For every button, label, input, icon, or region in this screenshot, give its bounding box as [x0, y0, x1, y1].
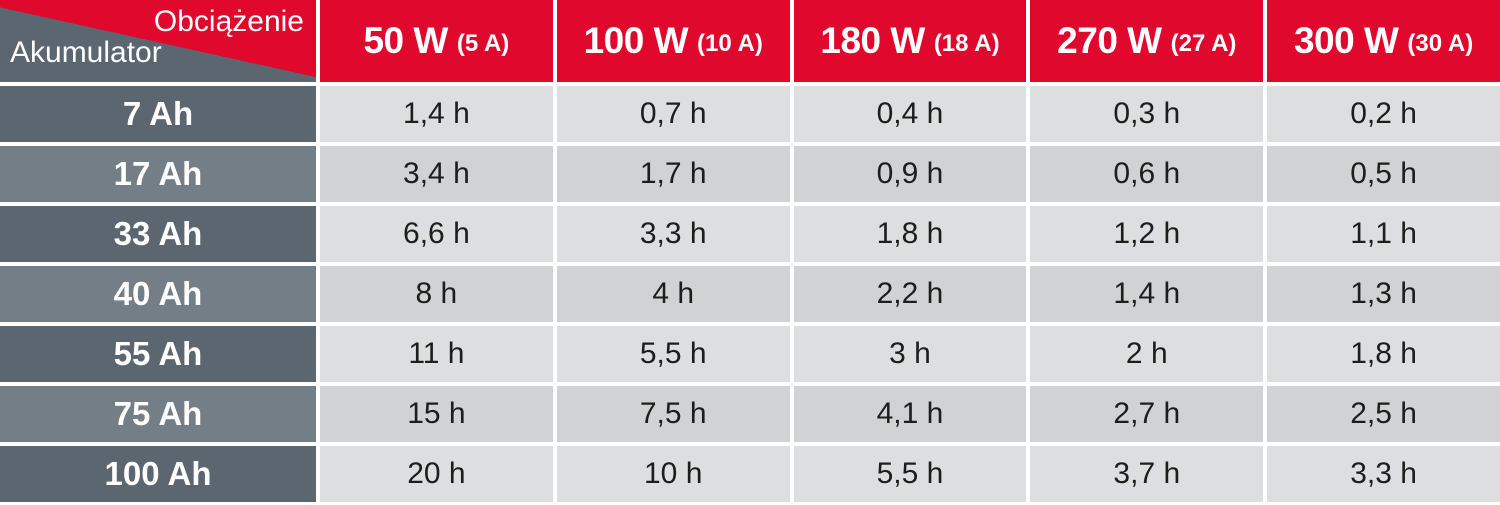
table-cell: 15 h: [320, 386, 553, 442]
table-cell: 1,8 h: [793, 206, 1027, 262]
table-cell: 7,5 h: [556, 386, 790, 442]
table-cell: 5,5 h: [793, 446, 1027, 502]
power-label: 180 W: [820, 20, 925, 61]
row-header-75ah: 75 Ah: [0, 386, 316, 442]
table-cell: 0,5 h: [1267, 146, 1500, 202]
row-header-100ah: 100 Ah: [0, 446, 316, 502]
table-cell: 1,7 h: [556, 146, 790, 202]
table-cell: 3,3 h: [1267, 446, 1500, 502]
power-label: 100 W: [583, 20, 689, 61]
battery-axis-label: Akumulator: [10, 36, 162, 69]
corner-header-cell: Obciążenie Akumulator: [0, 0, 316, 82]
power-label: 270 W: [1057, 20, 1162, 61]
column-header-300w: 300 W (30 A): [1267, 0, 1500, 82]
table-cell: 1,3 h: [1267, 266, 1500, 322]
table-cell: 2,2 h: [793, 266, 1027, 322]
table-cell: 4,1 h: [793, 386, 1027, 442]
column-header-50w: 50 W (5 A): [320, 0, 553, 82]
amps-label: (27 A): [1170, 30, 1237, 57]
table-cell: 5,5 h: [556, 326, 790, 382]
table-cell: 20 h: [320, 446, 553, 502]
row-header-55ah: 55 Ah: [0, 326, 316, 382]
table-cell: 1,8 h: [1267, 326, 1500, 382]
table-cell: 10 h: [556, 446, 790, 502]
row-header-33ah: 33 Ah: [0, 206, 316, 262]
amps-label: (18 A): [933, 30, 1000, 57]
amps-label: (10 A): [697, 30, 763, 57]
column-header-100w: 100 W (10 A): [556, 0, 790, 82]
table-cell: 0,3 h: [1030, 86, 1264, 142]
table-cell: 3 h: [793, 326, 1027, 382]
table-cell: 3,7 h: [1030, 446, 1264, 502]
table-cell: 3,3 h: [556, 206, 790, 262]
power-label: 50 W: [363, 20, 448, 61]
table-cell: 2,7 h: [1030, 386, 1264, 442]
table-cell: 1,1 h: [1267, 206, 1500, 262]
column-header-270w: 270 W (27 A): [1030, 0, 1264, 82]
table-cell: 0,7 h: [556, 86, 790, 142]
table-cell: 8 h: [320, 266, 553, 322]
table-cell: 1,4 h: [320, 86, 553, 142]
row-header-7ah: 7 Ah: [0, 86, 316, 142]
table-cell: 2,5 h: [1267, 386, 1500, 442]
amps-label: (5 A): [456, 30, 510, 57]
power-label: 300 W: [1293, 20, 1399, 61]
table-cell: 0,9 h: [793, 146, 1027, 202]
table-cell: 4 h: [556, 266, 790, 322]
table-cell: 0,6 h: [1030, 146, 1264, 202]
table-cell: 1,4 h: [1030, 266, 1264, 322]
table-cell: 2 h: [1030, 326, 1264, 382]
row-header-17ah: 17 Ah: [0, 146, 316, 202]
amps-label: (30 A): [1407, 30, 1474, 57]
table-cell: 6,6 h: [320, 206, 553, 262]
table-cell: 1,2 h: [1030, 206, 1264, 262]
row-header-40ah: 40 Ah: [0, 266, 316, 322]
table-cell: 3,4 h: [320, 146, 553, 202]
table-cell: 0,2 h: [1267, 86, 1500, 142]
table-cell: 11 h: [320, 326, 553, 382]
column-header-180w: 180 W (18 A): [793, 0, 1027, 82]
table-cell: 0,4 h: [793, 86, 1027, 142]
load-axis-label: Obciążenie: [153, 5, 304, 38]
